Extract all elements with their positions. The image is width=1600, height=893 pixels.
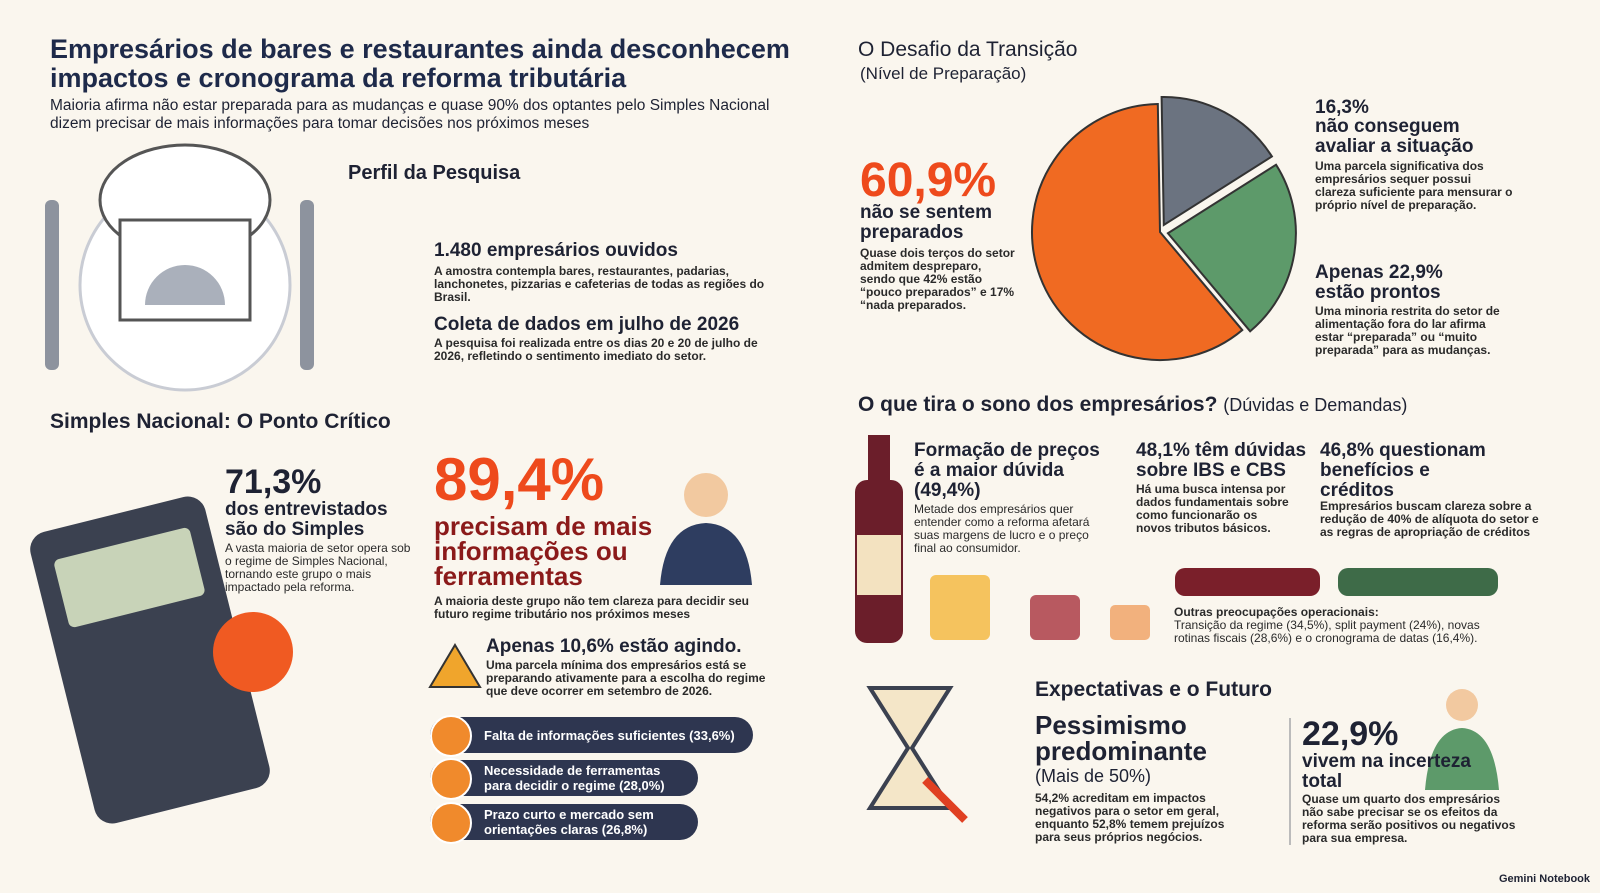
bottle-lying	[1338, 568, 1498, 596]
bottle-neck	[868, 435, 890, 485]
item-text: A pesquisa foi realizada entre os dias 2…	[434, 336, 758, 363]
cup	[930, 575, 990, 640]
item-title: 46,8% questionam benefícios e créditos	[1320, 440, 1486, 501]
pie-description: Uma minoria restrita do setor de aliment…	[1315, 304, 1500, 357]
future-note: (Mais de 50%)	[1035, 766, 1152, 786]
item-title: Coleta de dados em julho de 2026	[434, 314, 740, 335]
item-text: Há uma busca intensa por dados fundament…	[1136, 482, 1289, 535]
cup	[1030, 595, 1080, 640]
pie-category: não se sentem preparados	[860, 202, 992, 243]
future-title: Pessimismo predominante	[1035, 710, 1207, 766]
item-title: Formação de preços é a maior dúvida (49,…	[914, 440, 1100, 501]
item-text: Metade dos empresários quer entender com…	[914, 502, 1090, 555]
section-heading-row: O que tira o sono dos empresários? (Dúvi…	[858, 393, 1407, 417]
section-heading: O que tira o sono dos empresários?	[858, 393, 1218, 416]
section-heading: Expectativas e o Futuro	[1035, 678, 1272, 701]
pie-slice	[1031, 103, 1244, 361]
person-head	[1446, 689, 1478, 721]
stat-value: 22,9%	[1302, 715, 1399, 753]
pie-category: estão prontos	[1315, 282, 1441, 303]
section-heading: Simples Nacional: O Ponto Crítico	[50, 410, 391, 433]
pie-description: Uma parcela significativa dos empresário…	[1315, 159, 1513, 212]
reason: Falta de informações suficientes (33,6%)	[484, 727, 735, 743]
other-title: Outras preocupações operacionais:	[1174, 605, 1379, 619]
title: Empresários de bares e restaurantes aind…	[50, 34, 790, 93]
icon	[430, 758, 472, 800]
item-text: A amostra contempla bares, restaurantes,…	[434, 264, 765, 304]
reason: Necessidade de ferramentas para decidir …	[484, 763, 665, 793]
chart-title: O Desafio da Transição	[858, 38, 1078, 61]
stat-text: A vasta maioria de setor opera sob o reg…	[225, 541, 411, 594]
stat-text: A maioria deste grupo não tem clareza pa…	[434, 594, 749, 621]
item-text: Empresários buscam clareza sobre a reduç…	[1320, 499, 1539, 539]
down-arrow	[922, 777, 968, 823]
reason: Prazo curto e mercado sem orientações cl…	[484, 807, 654, 837]
footer: Gemini Notebook	[1498, 873, 1590, 885]
stat-value: 71,3%	[225, 463, 322, 501]
item-title: 1.480 empresários ouvidos	[434, 240, 678, 261]
reason-pill: Falta de informações suficientes (33,6%)	[430, 715, 753, 757]
calculator-screen	[54, 527, 205, 628]
fork	[45, 200, 59, 370]
reason-pill: Prazo curto e mercado sem orientações cl…	[430, 802, 698, 844]
other-text: Transição da regime (34,5%), split payme…	[1174, 618, 1480, 645]
stat-label: dos entrevistados são do Simples	[225, 499, 388, 540]
item-title: 48,1% têm dúvidas sobre IBS e CBS	[1136, 440, 1307, 481]
stat-label: precisam de mais informações ou ferramen…	[434, 511, 653, 591]
pie-value-label: 16,3%	[1315, 97, 1369, 118]
icon	[430, 802, 472, 844]
icon	[430, 715, 472, 757]
pie-value-label: 60,9%	[860, 154, 997, 207]
question-badge	[213, 612, 293, 692]
pie-slice	[1160, 95, 1274, 227]
item-title: Apenas 10,6% estão agindo.	[486, 636, 742, 657]
cloche	[145, 265, 225, 305]
person-body	[1425, 728, 1499, 790]
pie-value-label: Apenas 22,9%	[1315, 262, 1443, 283]
bottle-lying	[1175, 568, 1320, 596]
pie-chart	[1031, 95, 1297, 361]
section-heading: Perfil da Pesquisa	[348, 162, 521, 184]
person-head	[684, 473, 728, 517]
section-note: (Dúvidas e Demandas)	[1223, 395, 1408, 415]
subtitle: Maioria afirma não estar preparada para …	[50, 97, 770, 132]
warning-icon	[428, 643, 482, 688]
reason-pill: Necessidade de ferramentas para decidir …	[430, 758, 698, 800]
person-body	[660, 523, 752, 585]
stat-text: Quase um quarto dos empresários não sabe…	[1302, 792, 1516, 845]
calculator	[30, 496, 270, 824]
stat-label: vivem na incerteza total	[1302, 751, 1471, 792]
knife	[300, 200, 314, 370]
bottle-label	[857, 535, 901, 595]
pie-category: não conseguem avaliar a situação	[1315, 116, 1474, 157]
stat-value: 89,4%	[434, 446, 605, 513]
item-text: Uma parcela mínima dos empresários está …	[486, 658, 766, 698]
pie-description: Quase dois terços do setor admitem despr…	[860, 246, 1015, 312]
future-text: 54,2% acreditam em impactos negativos pa…	[1035, 791, 1225, 844]
chart-subtitle: (Nível de Preparação)	[860, 64, 1027, 83]
cup	[1110, 605, 1150, 640]
pie-slice	[1166, 163, 1297, 333]
